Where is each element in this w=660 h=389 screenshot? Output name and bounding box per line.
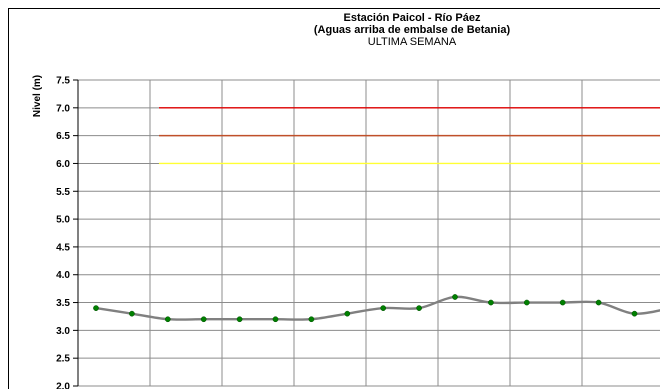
y-tick-label: 7.5 bbox=[56, 76, 70, 87]
data-point bbox=[488, 299, 494, 306]
y-tick-label: 4.0 bbox=[56, 270, 70, 281]
data-point bbox=[416, 305, 422, 311]
y-axis-label: Nivel (m) bbox=[32, 75, 43, 117]
series-line bbox=[95, 295, 660, 321]
data-point bbox=[559, 299, 566, 306]
chart-subtitle: ULTIMA SEMANA bbox=[368, 36, 457, 48]
data-point bbox=[308, 316, 315, 323]
data-point bbox=[164, 316, 171, 323]
y-tick-label: 6.0 bbox=[56, 159, 70, 170]
data-point bbox=[380, 305, 387, 311]
y-tick-label: 2.0 bbox=[56, 382, 70, 389]
gridlines bbox=[73, 79, 660, 387]
data-point bbox=[200, 316, 207, 323]
chart-frame bbox=[8, 8, 660, 389]
data-point bbox=[452, 294, 458, 300]
data-point bbox=[595, 299, 602, 306]
y-tick-label: 4.5 bbox=[56, 242, 70, 253]
data-point bbox=[523, 299, 530, 306]
y-tick-label: 3.5 bbox=[56, 298, 70, 309]
chart-title-line1: Estación Paicol - Río Páez bbox=[344, 12, 481, 24]
chart-title-line2: (Aguas arriba de embalse de Betania) bbox=[314, 24, 511, 36]
y-tick-label: 5.5 bbox=[56, 187, 70, 198]
data-point bbox=[344, 310, 351, 317]
data-point bbox=[236, 316, 243, 323]
data-point bbox=[129, 310, 135, 317]
data-point bbox=[93, 305, 99, 311]
y-tick-label: 7.0 bbox=[56, 103, 70, 114]
y-tick-label: 6.5 bbox=[56, 131, 70, 142]
threshold-lines bbox=[159, 107, 660, 165]
y-tick-label: 2.5 bbox=[56, 354, 70, 365]
series-group bbox=[93, 294, 660, 323]
y-ticks: 7.5 7.0 6.5 6.0 5.5 5.0 4.5 4.0 3.5 3.0 2.5 2.0 bbox=[56, 76, 70, 389]
y-tick-label: 5.0 bbox=[56, 215, 70, 226]
data-point bbox=[631, 310, 638, 317]
data-point bbox=[272, 316, 279, 323]
y-tick-label: 3.0 bbox=[56, 326, 70, 337]
